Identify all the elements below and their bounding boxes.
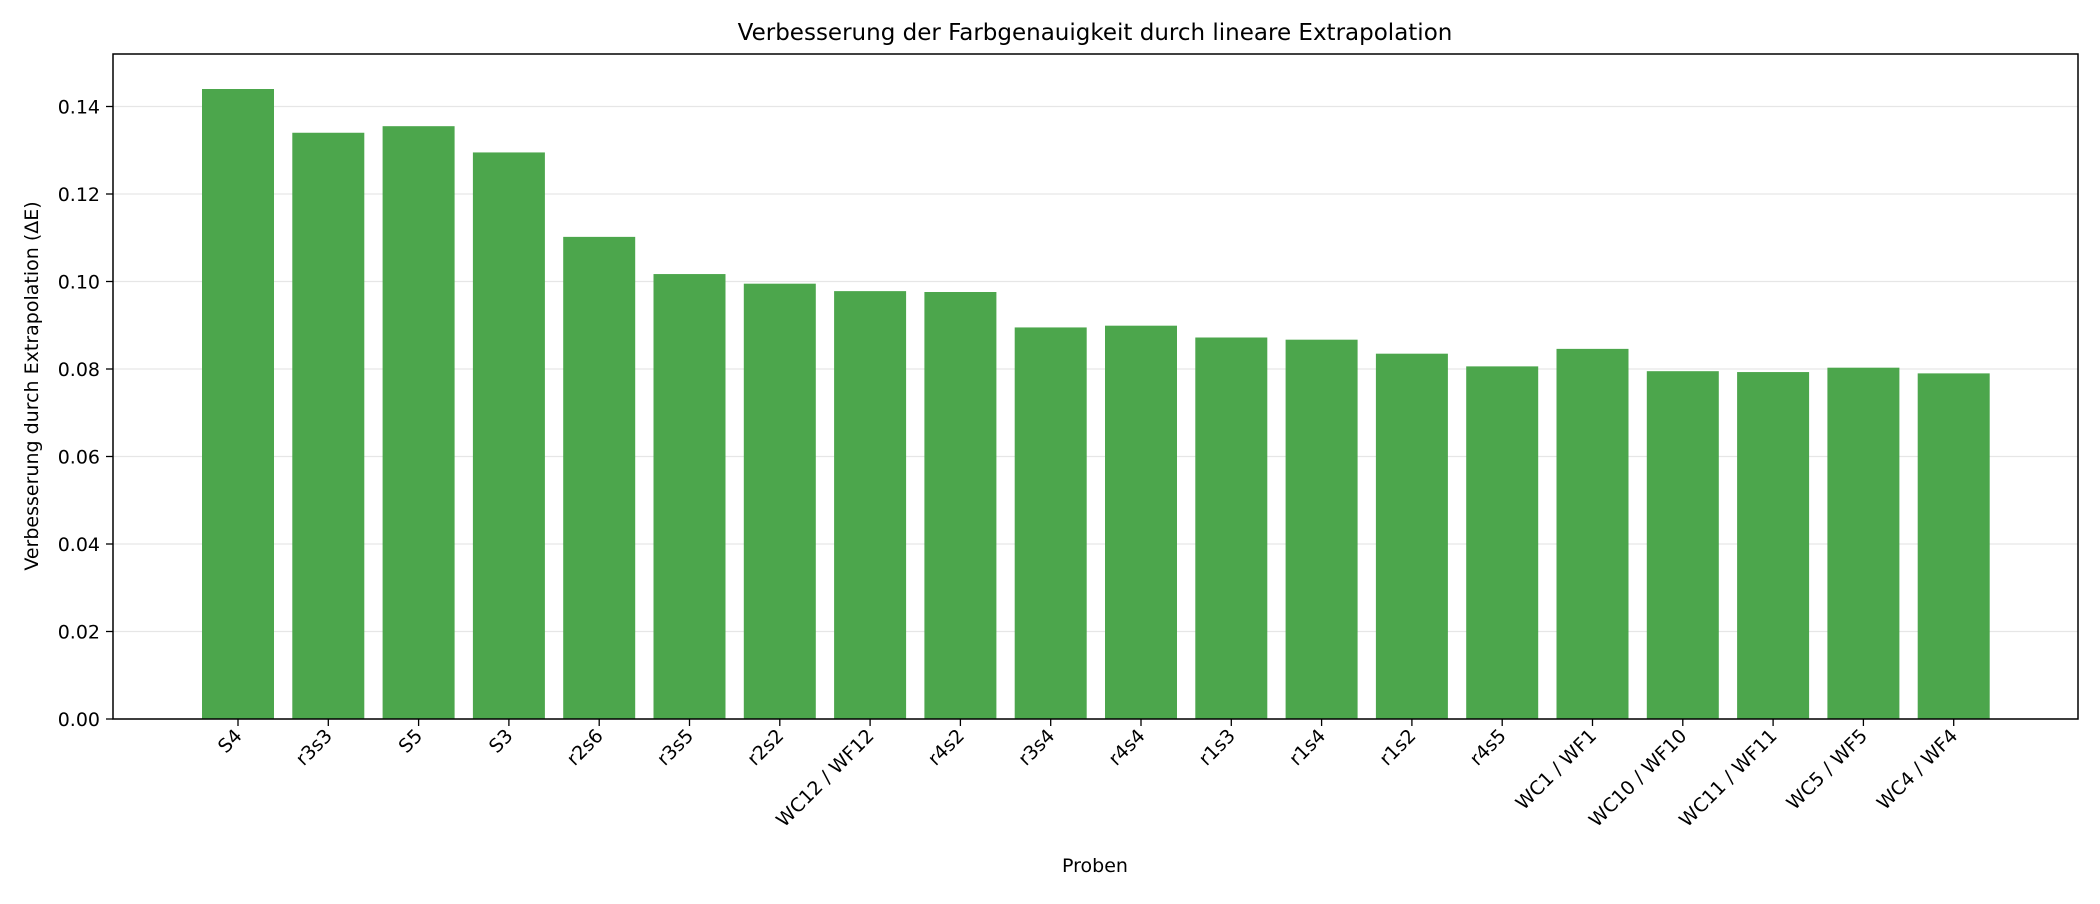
y-tick-label: 0.14 bbox=[58, 97, 100, 119]
y-tick-label: 0.02 bbox=[58, 622, 100, 644]
y-tick-label: 0.10 bbox=[58, 272, 100, 294]
bar bbox=[1105, 325, 1177, 719]
bar bbox=[1195, 337, 1268, 719]
bar bbox=[382, 126, 455, 719]
bar bbox=[292, 132, 365, 719]
bar bbox=[472, 152, 545, 719]
bar bbox=[653, 274, 726, 719]
y-tick-label: 0.06 bbox=[58, 447, 100, 469]
x-axis-label: Proben bbox=[1062, 855, 1128, 877]
bar bbox=[743, 283, 816, 719]
bar bbox=[202, 89, 274, 719]
bar bbox=[1014, 327, 1087, 719]
bar bbox=[1917, 373, 1990, 719]
y-tick-label: 0.08 bbox=[58, 359, 100, 381]
bar bbox=[834, 291, 907, 719]
bar bbox=[563, 236, 636, 719]
plot-frame bbox=[112, 53, 2079, 720]
y-axis-label: Verbesserung durch Extrapolation (ΔE) bbox=[21, 201, 43, 570]
y-tick-label: 0.04 bbox=[58, 534, 100, 556]
bar bbox=[1466, 366, 1539, 719]
bar bbox=[1737, 372, 1810, 719]
y-tick-label: 0.12 bbox=[58, 184, 100, 206]
bar bbox=[1375, 353, 1448, 719]
chart-title: Verbesserung der Farbgenauigkeit durch l… bbox=[738, 20, 1453, 46]
bar bbox=[1285, 339, 1358, 719]
bar bbox=[924, 292, 997, 719]
bars bbox=[202, 89, 1990, 719]
bar bbox=[1646, 371, 1719, 719]
bar bbox=[1556, 348, 1629, 719]
y-axis: 0.00 0.02 0.04 0.06 0.08 0.10 0.12 0.14 bbox=[58, 97, 113, 731]
y-tick-label: 0.00 bbox=[58, 709, 100, 731]
bar bbox=[1827, 367, 1900, 719]
